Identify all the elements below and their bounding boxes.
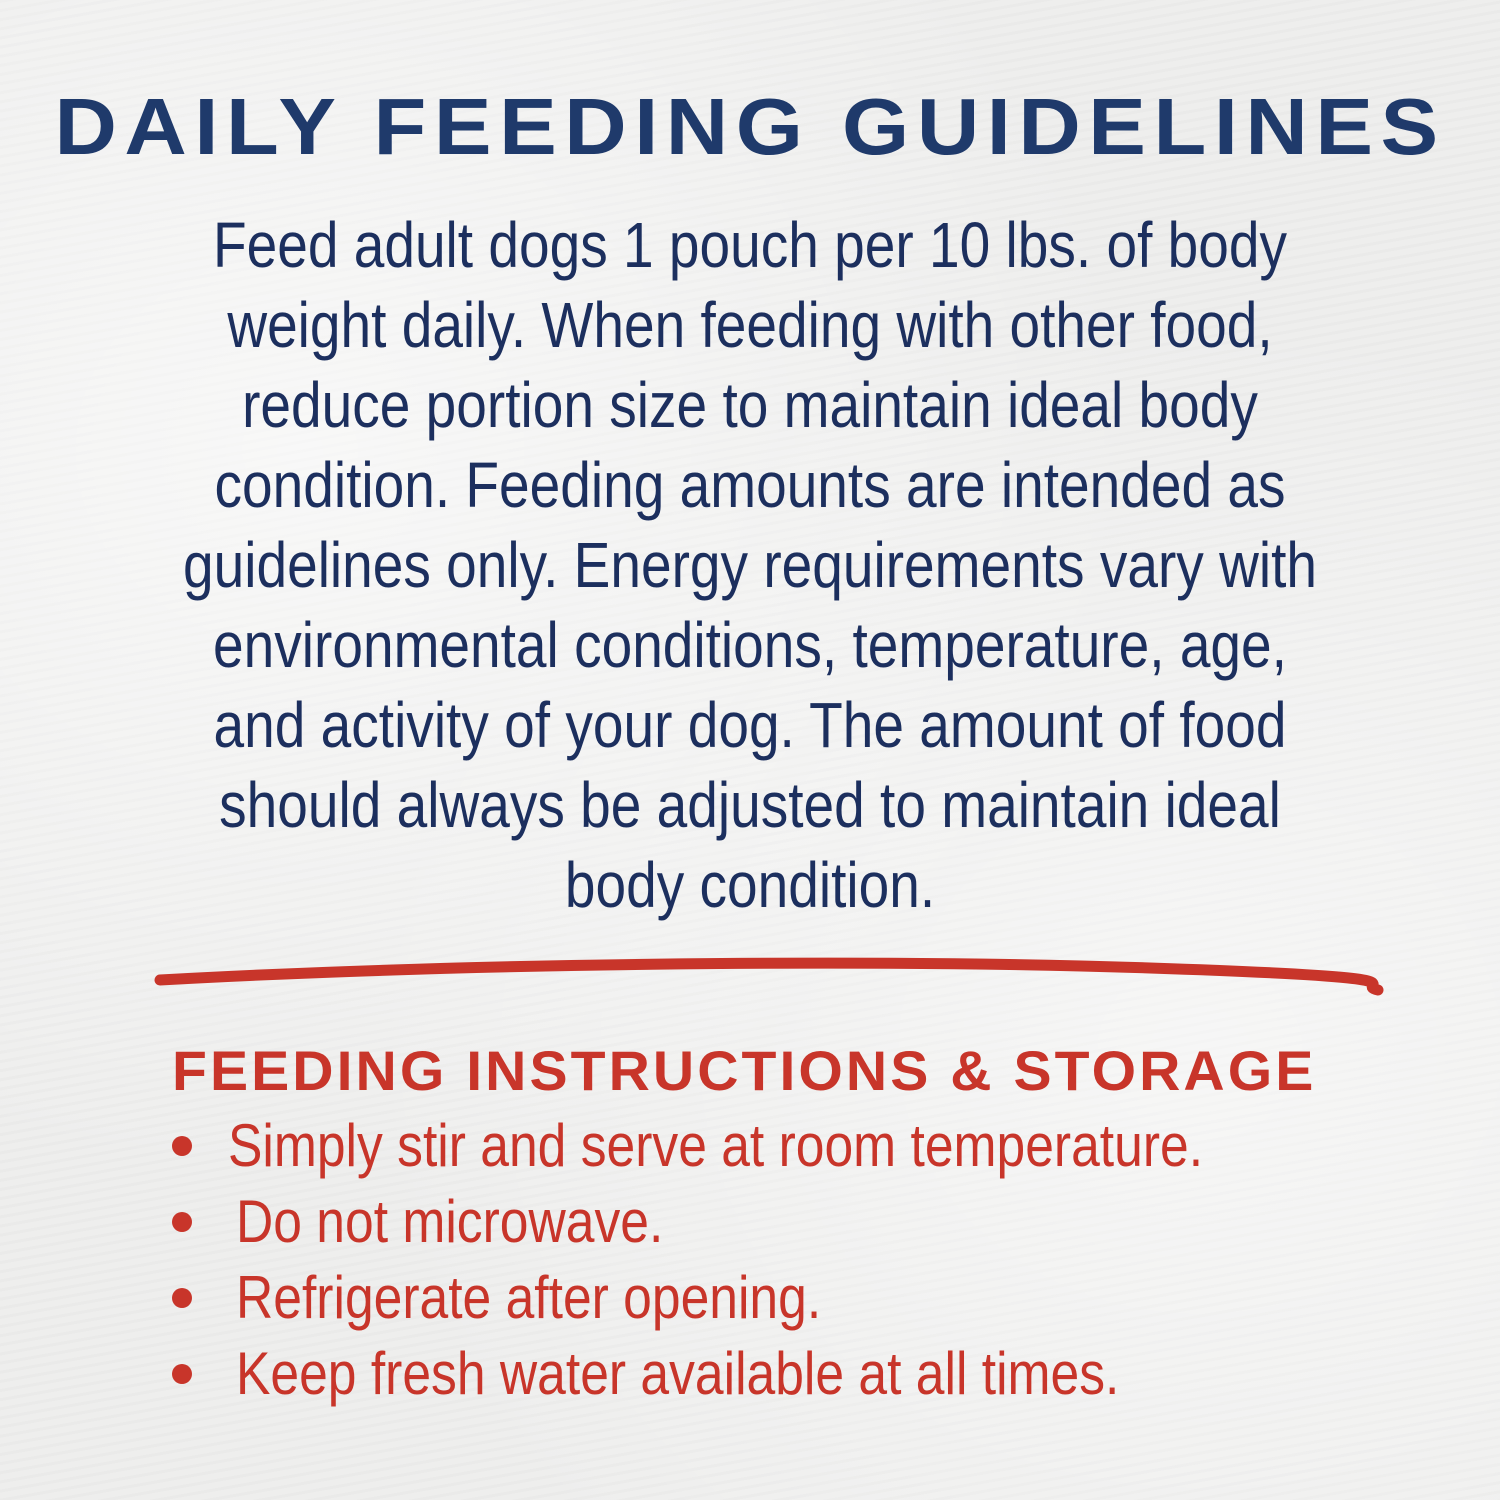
instructions-heading: FEEDING INSTRUCTIONS & STORAGE <box>172 1039 1317 1102</box>
list-item: Refrigerate after opening. <box>172 1260 1362 1336</box>
bullet-icon <box>172 1136 192 1156</box>
list-item: Keep fresh water available at all times. <box>172 1336 1362 1412</box>
list-item-text: Simply stir and serve at room temperatur… <box>228 1112 1204 1179</box>
guidelines-line: environmental conditions, temperature, a… <box>213 609 1287 681</box>
instructions-list: Simply stir and serve at room temperatur… <box>172 1108 1362 1412</box>
bullet-icon <box>172 1288 192 1308</box>
bullet-icon <box>172 1212 192 1232</box>
guidelines-line: body condition. <box>564 849 936 921</box>
guidelines-line: weight daily. When feeding with other fo… <box>227 289 1273 361</box>
guidelines-paragraph: Feed adult dogs 1 pouch per 10 lbs. of b… <box>0 205 1500 925</box>
list-item-text: Keep fresh water available at all times. <box>236 1340 1120 1407</box>
guidelines-line: reduce portion size to maintain ideal bo… <box>242 369 1258 441</box>
guidelines-line: should always be adjusted to maintain id… <box>219 769 1281 841</box>
page-title: DAILY FEEDING GUIDELINES <box>0 82 1500 172</box>
guidelines-line: and activity of your dog. The amount of … <box>213 689 1287 761</box>
list-item-text: Refrigerate after opening. <box>236 1264 822 1331</box>
list-item: Do not microwave. <box>172 1184 1362 1260</box>
bullet-icon <box>172 1364 192 1384</box>
guidelines-line: Feed adult dogs 1 pouch per 10 lbs. of b… <box>212 209 1288 281</box>
list-item-text: Do not microwave. <box>236 1188 664 1255</box>
guidelines-line: guidelines only. Energy requirements var… <box>183 529 1317 601</box>
list-item: Simply stir and serve at room temperatur… <box>172 1108 1362 1184</box>
title-text: DAILY FEEDING GUIDELINES <box>54 82 1446 171</box>
guidelines-line: condition. Feeding amounts are intended … <box>214 449 1286 521</box>
red-divider-stroke <box>154 957 1384 996</box>
